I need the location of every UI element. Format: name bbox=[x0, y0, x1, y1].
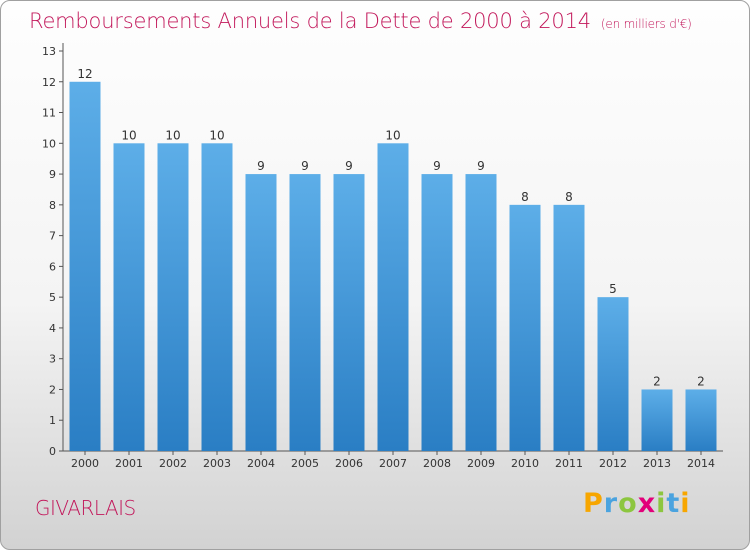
x-tick-label: 2003 bbox=[203, 457, 231, 470]
data-label: 12 bbox=[77, 67, 92, 81]
logo-letter: i bbox=[656, 488, 666, 519]
data-label: 10 bbox=[385, 128, 400, 142]
bar-2002 bbox=[158, 143, 189, 451]
x-tick-label: 2006 bbox=[335, 457, 363, 470]
logo-letter: i bbox=[680, 488, 690, 519]
bar-2012 bbox=[598, 297, 629, 451]
data-label: 9 bbox=[477, 159, 485, 173]
x-tick-label: 2004 bbox=[247, 457, 275, 470]
chart-frame: Remboursements Annuels de la Dette de 20… bbox=[0, 0, 750, 550]
logo-letter: x bbox=[638, 488, 656, 519]
bar-2009 bbox=[466, 174, 497, 451]
y-tick-label: 2 bbox=[49, 383, 56, 396]
bar-2003 bbox=[202, 143, 233, 451]
bar-2010 bbox=[510, 205, 541, 451]
data-label: 2 bbox=[653, 374, 661, 388]
bar-2006 bbox=[334, 174, 365, 451]
bar-2014 bbox=[686, 389, 717, 451]
data-label: 2 bbox=[697, 374, 705, 388]
y-tick-label: 12 bbox=[42, 76, 56, 89]
logo-letter: r bbox=[604, 488, 618, 519]
x-tick-label: 2014 bbox=[687, 457, 715, 470]
x-tick-label: 2005 bbox=[291, 457, 319, 470]
bar-2008 bbox=[422, 174, 453, 451]
y-tick-label: 3 bbox=[49, 353, 56, 366]
bar-2004 bbox=[246, 174, 277, 451]
bar-2011 bbox=[554, 205, 585, 451]
y-tick-label: 8 bbox=[49, 199, 56, 212]
x-tick-label: 2013 bbox=[643, 457, 671, 470]
data-label: 10 bbox=[121, 128, 136, 142]
data-label: 10 bbox=[165, 128, 180, 142]
x-tick-label: 2000 bbox=[71, 457, 99, 470]
data-label: 9 bbox=[433, 159, 441, 173]
y-tick-label: 0 bbox=[49, 445, 56, 458]
y-tick-label: 5 bbox=[49, 291, 56, 304]
bar-2007 bbox=[378, 143, 409, 451]
y-tick-label: 10 bbox=[42, 137, 56, 150]
x-tick-label: 2007 bbox=[379, 457, 407, 470]
x-tick-label: 2008 bbox=[423, 457, 451, 470]
y-tick-label: 1 bbox=[49, 414, 56, 427]
y-tick-label: 11 bbox=[42, 107, 56, 120]
y-tick-label: 6 bbox=[49, 260, 56, 273]
x-tick-label: 2009 bbox=[467, 457, 495, 470]
y-tick-label: 9 bbox=[49, 168, 56, 181]
data-label: 8 bbox=[521, 190, 529, 204]
y-tick-label: 13 bbox=[42, 45, 56, 58]
bar-2013 bbox=[642, 389, 673, 451]
data-label: 9 bbox=[257, 159, 265, 173]
bar-chart: 0123456789101112132000122001102002102003… bbox=[1, 1, 750, 550]
x-tick-label: 2002 bbox=[159, 457, 187, 470]
commune-name: GIVARLAIS bbox=[35, 496, 136, 520]
logo-letter: P bbox=[583, 488, 604, 519]
bar-2001 bbox=[114, 143, 145, 451]
logo-letter: t bbox=[666, 488, 680, 519]
x-tick-label: 2011 bbox=[555, 457, 583, 470]
bar-2005 bbox=[290, 174, 321, 451]
x-tick-label: 2012 bbox=[599, 457, 627, 470]
data-label: 9 bbox=[345, 159, 353, 173]
proxiti-logo: Proxiti bbox=[583, 488, 691, 519]
y-tick-label: 7 bbox=[49, 230, 56, 243]
data-label: 10 bbox=[209, 128, 224, 142]
data-label: 8 bbox=[565, 190, 573, 204]
x-tick-label: 2001 bbox=[115, 457, 143, 470]
x-tick-label: 2010 bbox=[511, 457, 539, 470]
data-label: 5 bbox=[609, 282, 617, 296]
data-label: 9 bbox=[301, 159, 309, 173]
bar-2000 bbox=[70, 82, 101, 451]
y-tick-label: 4 bbox=[49, 322, 56, 335]
logo-letter: o bbox=[618, 488, 638, 519]
